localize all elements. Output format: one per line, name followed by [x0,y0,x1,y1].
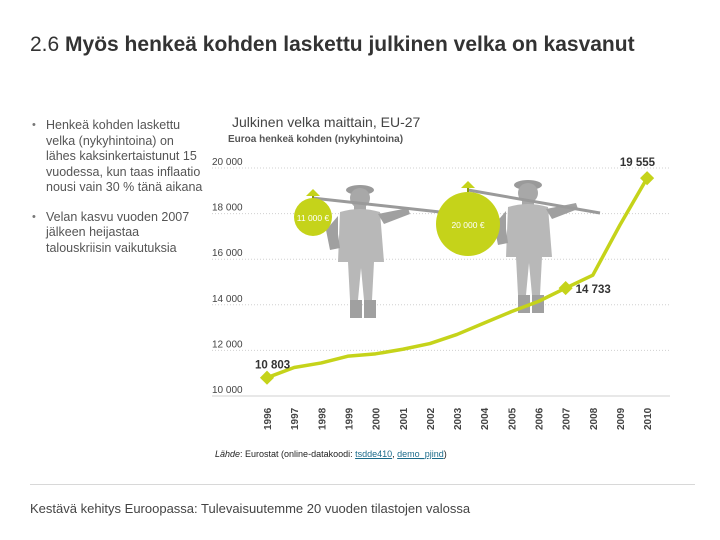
footer-divider [30,484,695,485]
y-tick-label: 20 000 [212,157,243,168]
source-text: : Eurostat (online-datakoodi: [240,449,356,459]
bullet-item: Henkeä kohden laskettu velka (nykyhintoi… [30,118,205,196]
axes: 10 000 12 000 14 000 16 000 18 000 20 000 1996… [212,157,654,430]
bullet-list: Henkeä kohden laskettu velka (nykyhintoi… [30,118,205,270]
x-tick-label: 2007 [562,407,573,430]
chart-subtitle: Euroa henkeä kohden (nykyhintoina) [228,134,404,145]
source-sep: , [392,449,398,459]
x-tick-label: 1997 [290,407,301,430]
x-tick-label: 1998 [317,407,328,430]
source-prefix: Lähde [215,449,241,459]
data-label: 19 555 [620,157,656,169]
slide-title-text: Myös henkeä kohden laskettu julkinen vel… [65,33,635,56]
x-tick-label: 2003 [453,407,464,430]
x-tick-label: 2002 [426,407,437,430]
x-tick-label: 2000 [372,407,383,430]
slide-number: 2.6 [30,33,60,56]
x-tick-label: 1996 [263,407,274,430]
gridlines [212,167,670,397]
data-point-marker [640,171,655,186]
ball-label-large: 20 000 € [451,220,484,230]
debt-illustration: 11 000 € 20 000 € [294,180,601,318]
chart-title: Julkinen velka maittain, EU-27 [232,114,421,130]
data-label: 10 803 [255,360,290,372]
x-tick-label: 2009 [616,407,627,430]
source-note: Lähde: Eurostat (online-datakoodi: tsdde… [215,449,447,459]
y-tick-label: 10 000 [212,385,243,396]
y-tick-label: 12 000 [212,339,243,350]
source-link-demo-pjind[interactable]: demo_pjind [397,449,444,459]
ball-label-small: 11 000 € [297,213,330,223]
debt-series-line [266,177,649,380]
marks: 10 803 14 733 19 555 [255,157,656,385]
series [266,177,649,380]
data-point-marker [558,281,573,296]
x-tick-label: 2006 [535,407,546,430]
x-tick-label: 2010 [643,407,654,430]
bullet-item: Velan kasvu vuoden 2007 jälkeen heijasta… [30,210,205,257]
x-tick-label: 2005 [507,407,518,430]
carry-stick-2 [467,188,601,215]
source-suffix: ) [443,449,447,459]
x-tick-label: 1999 [344,407,355,430]
slide-title: 2.6 Myös henkeä kohden laskettu julkinen… [30,30,670,59]
x-tick-label: 2008 [589,407,600,430]
x-tick-label: 2001 [399,407,410,430]
carry-stick-1 [311,196,441,214]
footer-text: Kestävä kehitys Euroopassa: Tulevaisuute… [30,501,471,516]
data-point-marker [259,370,275,385]
debt-ball-small [294,198,332,236]
source-link-tsdde410[interactable]: tsdde410 [355,449,393,459]
y-tick-label: 18 000 [212,203,243,214]
x-tick-label: 2004 [480,407,491,430]
y-tick-label: 14 000 [212,294,243,305]
y-tick-label: 16 000 [212,248,243,259]
man-figure-1 [326,185,410,318]
debt-ball-large [436,192,500,256]
data-label: 14 733 [576,284,611,296]
